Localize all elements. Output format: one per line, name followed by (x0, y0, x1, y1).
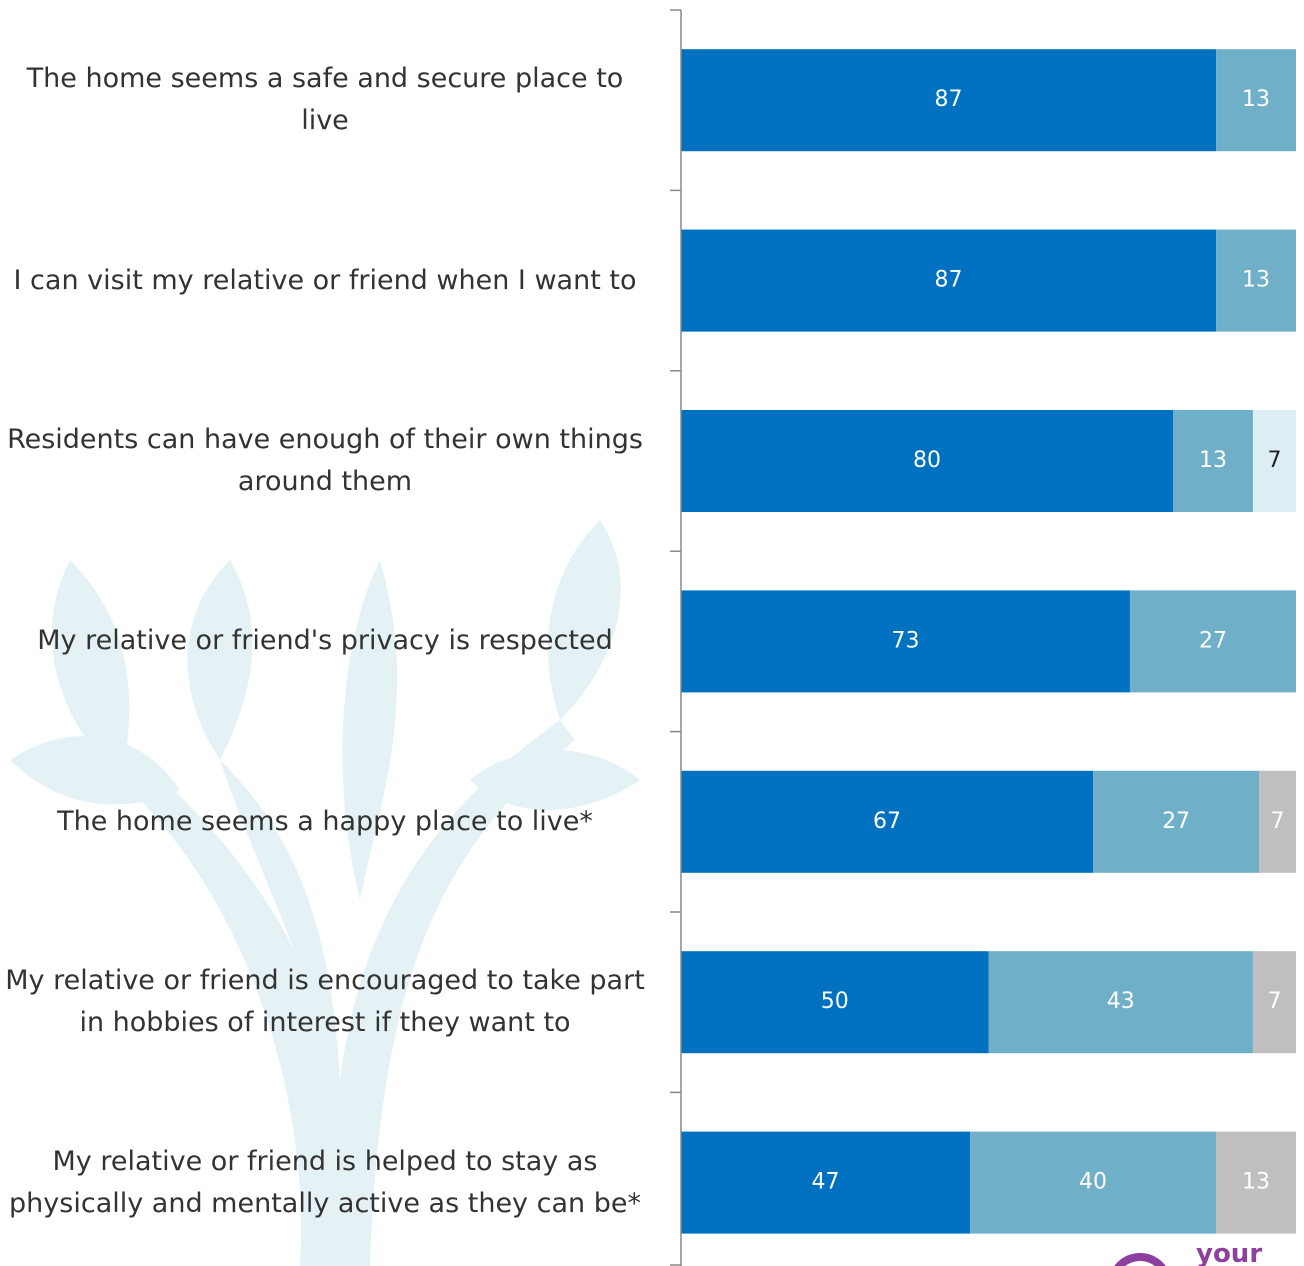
watermark-tree (10, 520, 640, 1266)
data-label: 27 (1199, 628, 1227, 653)
category-label: The home seems a happy place to live* (57, 805, 593, 837)
data-label: 7 (1267, 989, 1281, 1014)
category-label: The home seems a safe and secure place t… (26, 63, 624, 137)
logo-text: your (1196, 1239, 1262, 1266)
data-label: 7 (1267, 448, 1281, 473)
data-label: 47 (812, 1170, 840, 1195)
bar-segment (970, 1131, 1217, 1234)
bar-segment (1216, 1131, 1296, 1234)
data-label: 13 (1242, 87, 1270, 112)
plot-area: 87 13 87 13 80 13 7 73 27 67 27 7 50 43 7 47 40 13 (670, 9, 1296, 1266)
bar-segment (1259, 770, 1296, 873)
category-label: My relative or friend is helped to stay … (9, 1145, 641, 1219)
bar-segment (681, 410, 1173, 512)
bar-segment (681, 951, 989, 1054)
data-label: 87 (935, 87, 963, 112)
bar-segment (1129, 590, 1296, 693)
data-label: 13 (1242, 1170, 1270, 1195)
data-label: 80 (913, 448, 941, 473)
category-label: I can visit my relative or friend when I… (13, 264, 637, 296)
data-label: 40 (1079, 1170, 1107, 1195)
category-label: My relative or friend is encouraged to t… (5, 965, 645, 1039)
bar-segment (681, 49, 1217, 152)
bar-segment (1252, 951, 1296, 1054)
data-label: 87 (935, 268, 963, 293)
data-label: 73 (891, 628, 919, 653)
data-label: 7 (1271, 809, 1285, 834)
data-label: 13 (1199, 448, 1227, 473)
category-label: My relative or friend's privacy is respe… (37, 625, 613, 657)
category-label: Residents can have enough of their own t… (7, 424, 643, 497)
bar-segment (1173, 410, 1253, 512)
bar-segment (681, 229, 1217, 332)
bar-segment (681, 590, 1130, 693)
data-label: 43 (1107, 989, 1135, 1014)
bar-segment (1216, 229, 1296, 332)
bar-segment (988, 951, 1253, 1054)
logo-mark (1114, 1253, 1166, 1266)
bar-segment (1216, 49, 1296, 152)
data-label: 50 (821, 989, 849, 1014)
bar-segment (1093, 770, 1260, 873)
bar-segment (681, 770, 1094, 873)
data-label: 13 (1242, 268, 1270, 293)
data-label: 67 (873, 809, 901, 834)
bar-segment (681, 1131, 971, 1234)
data-label: 27 (1162, 809, 1190, 834)
bar-segment (1252, 410, 1296, 512)
